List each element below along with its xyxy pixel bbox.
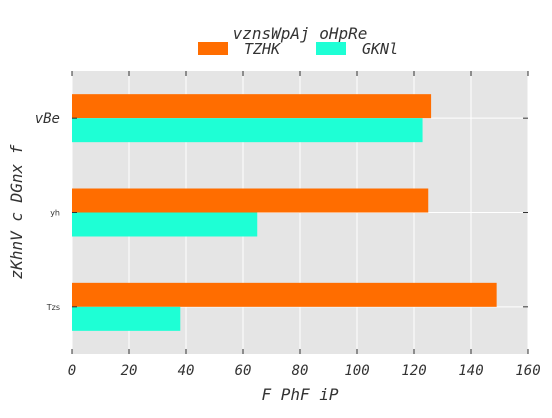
legend-label-gknl: GKNl <box>362 40 398 58</box>
bar-tzhk-tzs <box>72 282 497 307</box>
chart-title: vznsWpAj oHpRe <box>233 24 368 43</box>
x-tick-label: 0 <box>68 363 76 379</box>
y-tick-label: yh <box>50 209 60 218</box>
y-axis-label: zKhnV c DGnx f <box>7 144 26 279</box>
x-tick-label: 40 <box>178 363 195 379</box>
x-axis-label: F PhF iP <box>261 385 338 404</box>
legend: TZHK GKNl <box>198 40 398 58</box>
y-tick-label: Tzs <box>46 303 60 312</box>
bar-gknl-yh <box>72 212 258 237</box>
bar-tzhk-yh <box>72 188 429 213</box>
legend-swatch-tzhk <box>198 42 228 55</box>
legend-label-tzhk: TZHK <box>244 40 281 58</box>
y-tick-label: vBe <box>35 111 60 127</box>
legend-swatch-gknl <box>316 42 346 55</box>
x-tick-label: 60 <box>235 363 252 379</box>
tick-labels: 0 20 40 60 80 100 120 140 160 vBe yh Tzs <box>35 111 541 379</box>
x-tick-label: 140 <box>458 363 483 379</box>
bar-tzhk-vbe <box>72 94 432 119</box>
bar-gknl-vbe <box>72 118 423 143</box>
bars <box>72 94 497 331</box>
x-tick-label: 20 <box>121 363 138 379</box>
x-tick-label: 160 <box>515 363 540 379</box>
bar-gknl-tzs <box>72 306 181 331</box>
x-tick-label: 120 <box>401 363 426 379</box>
x-tick-label: 100 <box>344 363 369 379</box>
x-tick-label: 80 <box>292 363 309 379</box>
axis-ticks <box>71 71 529 354</box>
